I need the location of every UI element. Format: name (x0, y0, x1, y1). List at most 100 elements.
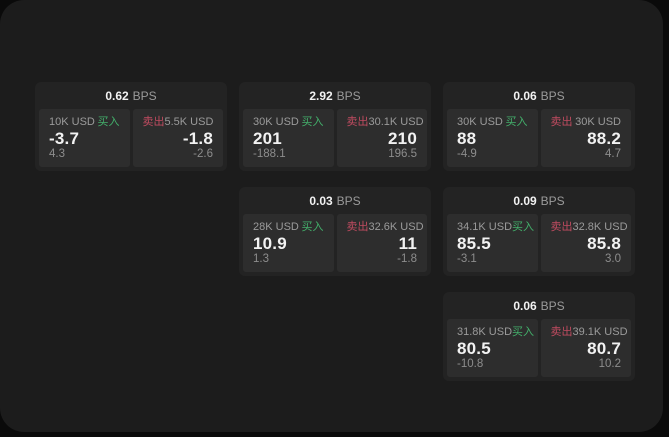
sell-amount: 30.1K USD (368, 116, 424, 128)
buy-delta: -3.1 (457, 252, 477, 265)
buy-amount: 34.1K USD (457, 221, 513, 233)
sell-amount: 30K USD (575, 116, 621, 128)
sell-amount: 32.8K USD (572, 221, 628, 233)
buy-amount: 10K USD (49, 116, 95, 128)
sell-price: 11 (398, 233, 417, 253)
buy-side-label: 买入 (301, 221, 324, 233)
sell-delta: 4.7 (605, 147, 621, 160)
buy-panel-top: 34.1K USD 买入 (457, 221, 534, 233)
bps-unit: BPS (336, 88, 361, 103)
card-header: 0.09 BPS (443, 187, 635, 214)
bps-value: 0.06 (513, 298, 537, 313)
sell-side-label: 卖出 (346, 116, 369, 128)
buy-side-label: 买入 (97, 116, 120, 128)
buy-price: 10.9 (253, 233, 287, 253)
sell-panel[interactable]: 卖出 5.5K USD -1.8 -2.6 (132, 109, 223, 167)
bps-value: 0.09 (513, 193, 537, 208)
bps-unit: BPS (336, 193, 361, 208)
sell-panel-top: 卖出 30.1K USD (346, 116, 424, 128)
bps-value: 0.06 (513, 88, 537, 103)
sell-delta: 196.5 (388, 147, 417, 160)
quote-card: 0.62 BPS 10K USD 买入 -3.7 4.3 卖出 5.5K USD… (35, 82, 227, 171)
sell-panel[interactable]: 卖出 39.1K USD 80.7 10.2 (540, 319, 631, 377)
buy-side-label: 买入 (505, 116, 528, 128)
card-body: 28K USD 买入 10.9 1.3 卖出 32.6K USD 11 -1.8 (239, 214, 431, 276)
sell-side-label: 卖出 (346, 221, 369, 233)
buy-panel-top: 30K USD 买入 (253, 117, 324, 128)
card-header: 0.62 BPS (35, 82, 227, 109)
sell-delta: -2.6 (193, 147, 213, 160)
sell-price: -1.8 (182, 128, 213, 148)
sell-side-label: 卖出 (550, 116, 573, 128)
quote-card: 0.09 BPS 34.1K USD 买入 85.5 -3.1 卖出 32.8K… (443, 187, 635, 276)
buy-price: -3.7 (49, 128, 80, 148)
bps-unit: BPS (540, 88, 565, 103)
buy-panel[interactable]: 31.8K USD 买入 80.5 -10.8 (447, 319, 538, 377)
bps-value: 2.92 (309, 88, 333, 103)
quote-card: 0.06 BPS 30K USD 买入 88 -4.9 卖出 30K USD 8… (443, 82, 635, 171)
bps-value: 0.03 (309, 193, 333, 208)
sell-price: 88.2 (587, 128, 621, 148)
buy-delta: 1.3 (253, 252, 269, 265)
sell-delta: 3.0 (605, 252, 621, 265)
buy-delta: -10.8 (457, 357, 484, 370)
card-header: 0.06 BPS (443, 292, 635, 319)
buy-panel-top: 31.8K USD 买入 (457, 326, 534, 338)
sell-side-label: 卖出 (142, 116, 165, 128)
app-window: 0.62 BPS 10K USD 买入 -3.7 4.3 卖出 5.5K USD… (0, 0, 663, 432)
sell-amount: 32.6K USD (368, 221, 424, 233)
buy-side-label: 买入 (512, 326, 535, 338)
buy-side-label: 买入 (512, 221, 535, 233)
buy-delta: 4.3 (49, 147, 65, 160)
sell-panel[interactable]: 卖出 30.1K USD 210 196.5 (336, 109, 427, 167)
card-body: 30K USD 买入 88 -4.9 卖出 30K USD 88.2 4.7 (443, 109, 635, 171)
sell-amount: 39.1K USD (572, 326, 628, 338)
quote-card: 0.06 BPS 31.8K USD 买入 80.5 -10.8 卖出 39.1… (443, 292, 635, 381)
sell-panel[interactable]: 卖出 32.6K USD 11 -1.8 (336, 214, 427, 272)
sell-panel[interactable]: 卖出 30K USD 88.2 4.7 (540, 109, 631, 167)
bps-unit: BPS (540, 193, 565, 208)
buy-panel-top: 10K USD 买入 (49, 117, 120, 128)
sell-delta: 10.2 (598, 357, 621, 370)
buy-panel-top: 28K USD 买入 (253, 222, 324, 233)
buy-price: 85.5 (457, 233, 491, 253)
buy-panel[interactable]: 10K USD 买入 -3.7 4.3 (39, 109, 130, 167)
card-body: 31.8K USD 买入 80.5 -10.8 卖出 39.1K USD 80.… (443, 319, 635, 381)
sell-panel[interactable]: 卖出 32.8K USD 85.8 3.0 (540, 214, 631, 272)
quote-card: 0.03 BPS 28K USD 买入 10.9 1.3 卖出 32.6K US… (239, 187, 431, 276)
buy-panel[interactable]: 28K USD 买入 10.9 1.3 (243, 214, 334, 272)
buy-amount: 30K USD (253, 116, 299, 128)
buy-amount: 30K USD (457, 116, 503, 128)
sell-panel-top: 卖出 30K USD (551, 117, 622, 128)
sell-panel-top: 卖出 39.1K USD (550, 326, 628, 338)
sell-panel-top: 卖出 32.8K USD (550, 221, 628, 233)
buy-amount: 28K USD (253, 221, 299, 233)
buy-amount: 31.8K USD (457, 326, 513, 338)
card-header: 0.03 BPS (239, 187, 431, 214)
buy-price: 201 (253, 128, 282, 148)
buy-panel-top: 30K USD 买入 (457, 117, 528, 128)
card-body: 10K USD 买入 -3.7 4.3 卖出 5.5K USD -1.8 -2.… (35, 109, 227, 171)
sell-side-label: 卖出 (550, 221, 573, 233)
buy-panel[interactable]: 34.1K USD 买入 85.5 -3.1 (447, 214, 538, 272)
buy-side-label: 买入 (301, 116, 324, 128)
sell-delta: -1.8 (397, 252, 417, 265)
cards-grid: 0.62 BPS 10K USD 买入 -3.7 4.3 卖出 5.5K USD… (35, 82, 635, 381)
quote-card: 2.92 BPS 30K USD 买入 201 -188.1 卖出 30.1K … (239, 82, 431, 171)
bps-unit: BPS (132, 88, 157, 103)
buy-panel[interactable]: 30K USD 买入 201 -188.1 (243, 109, 334, 167)
card-header: 0.06 BPS (443, 82, 635, 109)
sell-price: 80.7 (587, 338, 621, 358)
buy-price: 80.5 (457, 338, 491, 358)
buy-panel[interactable]: 30K USD 买入 88 -4.9 (447, 109, 538, 167)
sell-price: 85.8 (587, 233, 621, 253)
bps-value: 0.62 (105, 88, 129, 103)
sell-panel-top: 卖出 5.5K USD (143, 117, 214, 128)
buy-price: 88 (457, 128, 477, 148)
card-body: 30K USD 买入 201 -188.1 卖出 30.1K USD 210 1… (239, 109, 431, 171)
sell-side-label: 卖出 (550, 326, 573, 338)
bps-unit: BPS (540, 298, 565, 313)
card-header: 2.92 BPS (239, 82, 431, 109)
sell-amount: 5.5K USD (164, 116, 214, 128)
sell-price: 210 (388, 128, 417, 148)
